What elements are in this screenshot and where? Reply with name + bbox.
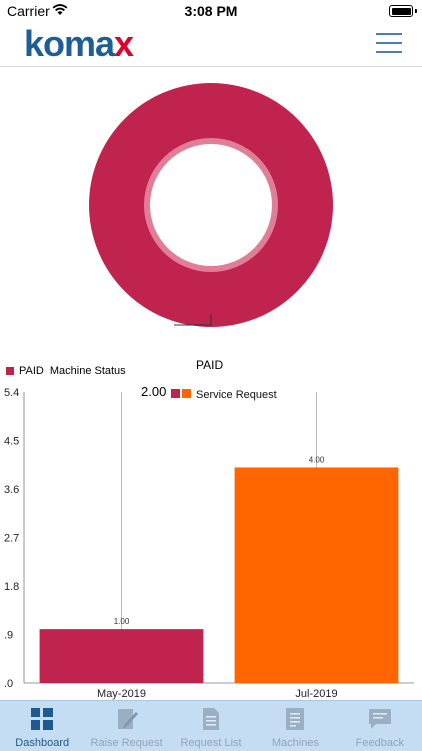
tab-label: Feedback: [355, 737, 404, 749]
pie-legend: PAID Machine Status: [6, 365, 126, 379]
bar-value-label: 4.00: [309, 455, 325, 464]
bar-may-2019[interactable]: [39, 629, 204, 683]
y-tick-label: 3.6: [4, 484, 19, 496]
legend-swatch-service-request: [182, 389, 191, 398]
tab-label: Request List: [180, 737, 242, 749]
slice-value-label: 2.00: [141, 384, 167, 399]
dashboard-icon: [31, 708, 54, 730]
komax-logo: komax: [24, 23, 134, 64]
legend-label-machine-status: Machine Status: [49, 365, 126, 377]
y-tick-label: 5.4: [4, 387, 19, 399]
legend-swatch-paid: [171, 389, 180, 398]
slice-label-paid: PAID: [196, 358, 224, 372]
tab-dashboard[interactable]: Dashboard: [0, 701, 84, 751]
bar-chart-svg: .0 .9 1.8 2.7 3.6 4.5 5.4 1.00 May-2019 4.00 Jul-2…: [4, 387, 414, 700]
x-tick-label: Jul-2019: [295, 688, 337, 700]
y-tick-label: 1.8: [4, 581, 19, 593]
app-header: komax: [0, 22, 422, 67]
paid-donut-chart: PAID 2.00: [0, 66, 422, 399]
x-tick-label: May-2019: [97, 688, 146, 700]
status-time: 3:08 PM: [184, 3, 238, 19]
value-leader-line: [174, 314, 212, 326]
y-tick-label: 2.7: [4, 533, 19, 545]
legend-swatch-paid: [6, 367, 14, 375]
tab-machines[interactable]: Machines: [253, 701, 337, 751]
machine-list-icon: [286, 708, 305, 730]
feedback-icon: [368, 709, 391, 729]
list-document-icon: [203, 708, 220, 730]
donut-hole: [150, 144, 272, 266]
tab-label: Dashboard: [15, 737, 70, 749]
bar-jul-2019[interactable]: [234, 467, 399, 683]
donut-svg: [89, 83, 333, 327]
tab-feedback[interactable]: Feedback: [338, 701, 422, 751]
y-tick-label: 4.5: [4, 436, 19, 448]
edit-document-icon: [117, 709, 138, 729]
tab-label: Raise Request: [90, 737, 163, 749]
legend-label-service-request: Service Request: [196, 389, 277, 401]
y-tick-label: .9: [4, 630, 13, 642]
tab-raise-request[interactable]: Raise Request: [84, 701, 168, 751]
battery-icon: [389, 5, 413, 17]
bottom-tab-bar: Dashboard Raise Request Request List Mac…: [0, 700, 422, 751]
wifi-icon: [52, 4, 68, 15]
status-bar: Carrier 3:08 PM: [0, 0, 422, 22]
legend-label-paid: PAID: [19, 365, 44, 377]
service-request-bar-chart: .0 .9 1.8 2.7 3.6 4.5 5.4 1.00 May-2019 4.00 Jul-2…: [0, 380, 422, 702]
tab-label: Machines: [271, 737, 319, 749]
battery-tip: [415, 9, 417, 13]
y-tick-label: .0: [4, 678, 13, 690]
bar-value-label: 1.00: [114, 617, 130, 626]
carrier-label: Carrier: [7, 3, 50, 19]
tab-request-list[interactable]: Request List: [169, 701, 253, 751]
hamburger-menu-icon[interactable]: [376, 33, 402, 53]
